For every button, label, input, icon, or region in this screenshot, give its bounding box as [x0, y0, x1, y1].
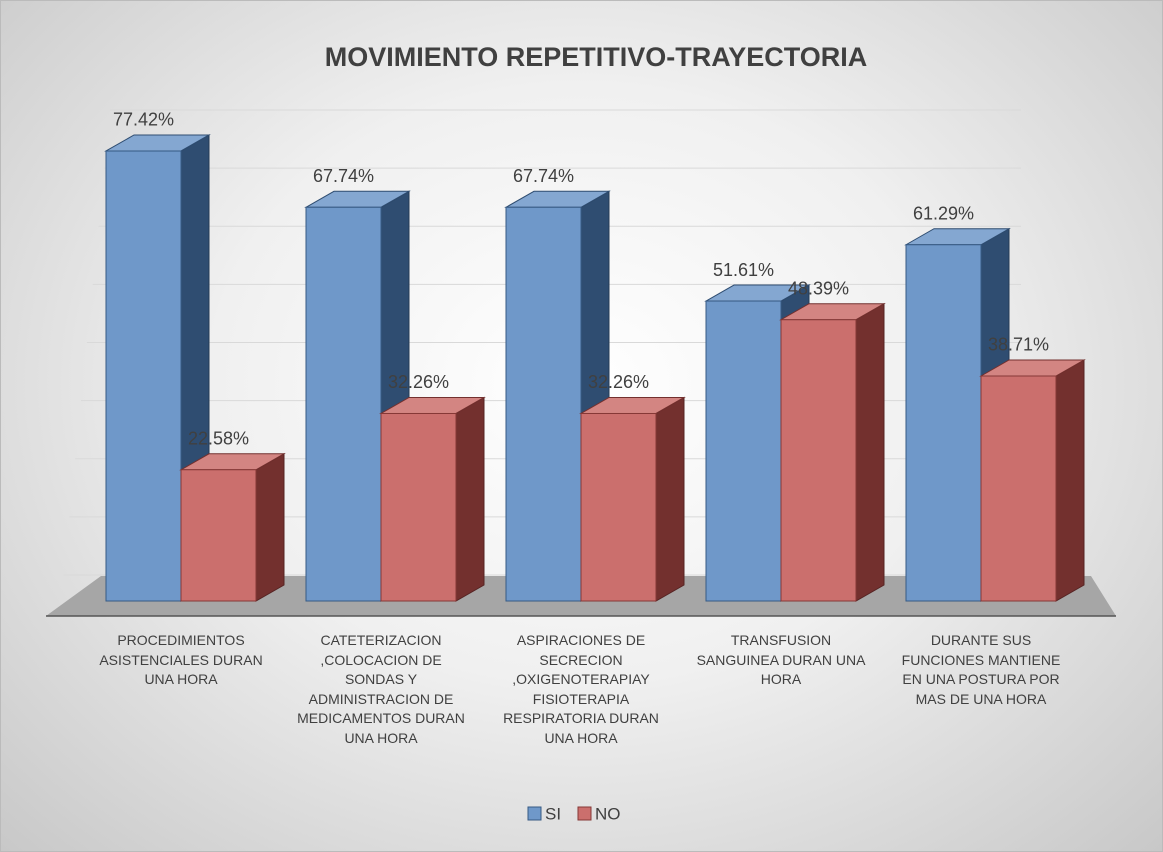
bar-front: [980, 375, 1057, 602]
bar-side: [455, 396, 485, 602]
bar: [979, 359, 1086, 602]
value-label: 32.26%: [388, 372, 449, 392]
bar: [779, 302, 886, 602]
x-tick-label: DURANTE SUS FUNCIONES MANTIENE EN UNA PO…: [901, 632, 1061, 707]
legend-swatch: [527, 806, 542, 821]
value-label: 38.71%: [988, 335, 1049, 355]
legend-swatch: [577, 806, 592, 821]
bar-front: [580, 412, 657, 602]
bar: [379, 396, 486, 602]
bar-side: [655, 396, 685, 602]
bar-front: [305, 206, 382, 602]
value-label: 77.42%: [113, 110, 174, 130]
bar-side: [255, 452, 285, 602]
value-label: 51.61%: [713, 260, 774, 280]
value-label: 67.74%: [313, 166, 374, 186]
value-label: 22.58%: [188, 429, 249, 449]
chart-title: MOVIMIENTO REPETITIVO-TRAYECTORIA: [325, 42, 868, 72]
x-tick-label: CATETERIZACION ,COLOCACION DE SONDAS Y A…: [297, 632, 465, 746]
x-tick-label: ASPIRACIONES DE SECRECION ,OXIGENOTERAPI…: [503, 632, 659, 746]
value-label: 67.74%: [513, 166, 574, 186]
bar-side: [855, 302, 885, 602]
value-label: 32.26%: [588, 372, 649, 392]
bar-side: [1055, 359, 1085, 602]
value-label: 48.39%: [788, 278, 849, 298]
bar: [579, 396, 686, 602]
bar-front: [905, 244, 982, 602]
value-label: 61.29%: [913, 204, 974, 224]
bar-front: [505, 206, 582, 602]
x-tick-label: PROCEDIMIENTOS ASISTENCIALES DURAN UNA H…: [99, 632, 263, 687]
bar-front: [105, 150, 182, 602]
legend-label: SI: [545, 804, 561, 823]
bar-front: [780, 319, 857, 602]
bar-front: [705, 300, 782, 602]
bar: [179, 452, 286, 602]
bar-front: [380, 412, 457, 602]
bar-front: [180, 469, 257, 602]
legend-label: NO: [595, 804, 621, 823]
x-tick-label: TRANSFUSION SANGUINEA DURAN UNA HORA: [696, 632, 866, 687]
